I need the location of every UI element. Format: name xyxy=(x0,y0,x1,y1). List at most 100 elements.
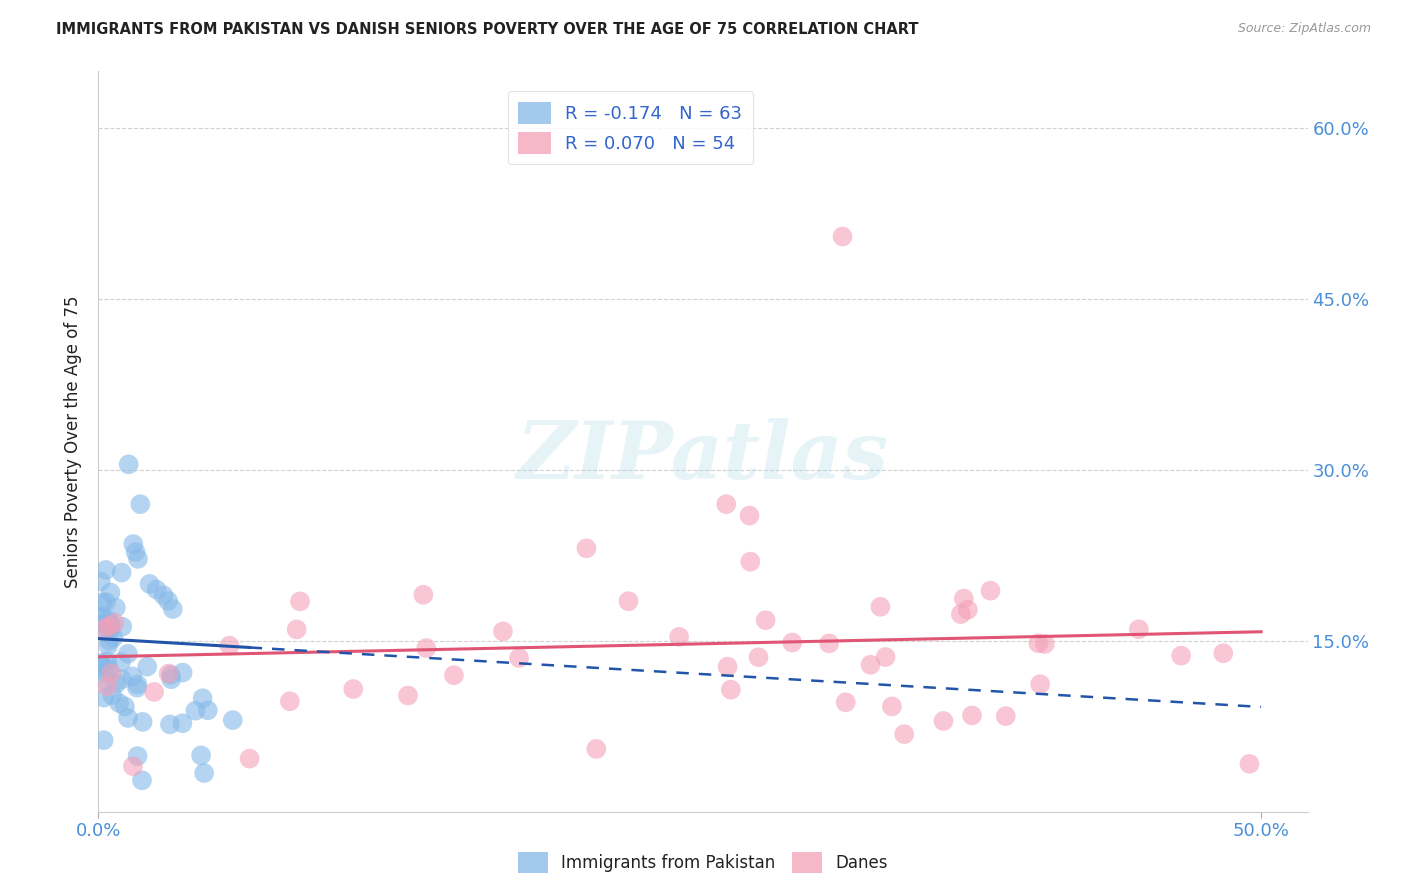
Point xyxy=(831,229,853,244)
Point xyxy=(668,630,690,644)
Point xyxy=(97,639,120,653)
Point xyxy=(93,733,115,747)
Point xyxy=(747,650,769,665)
Point xyxy=(124,545,146,559)
Point xyxy=(90,656,112,670)
Point xyxy=(184,704,207,718)
Point xyxy=(91,609,114,624)
Point xyxy=(1029,677,1052,691)
Point xyxy=(197,703,219,717)
Point xyxy=(585,742,607,756)
Point xyxy=(285,623,308,637)
Legend: R = -0.174   N = 63, R = 0.070   N = 54: R = -0.174 N = 63, R = 0.070 N = 54 xyxy=(508,92,754,164)
Point xyxy=(125,681,148,695)
Point xyxy=(222,713,245,727)
Point xyxy=(157,594,180,608)
Point xyxy=(138,577,160,591)
Point xyxy=(152,588,174,602)
Point xyxy=(90,610,112,624)
Point xyxy=(740,555,762,569)
Point xyxy=(716,659,738,673)
Point xyxy=(492,624,515,639)
Point xyxy=(90,574,112,589)
Point xyxy=(193,766,215,780)
Point xyxy=(110,655,132,669)
Point xyxy=(103,631,125,645)
Point xyxy=(94,595,117,609)
Point xyxy=(127,677,149,691)
Legend: Immigrants from Pakistan, Danes: Immigrants from Pakistan, Danes xyxy=(512,846,894,880)
Point xyxy=(117,711,139,725)
Point xyxy=(162,602,184,616)
Y-axis label: Seniors Poverty Over the Age of 75: Seniors Poverty Over the Age of 75 xyxy=(65,295,83,588)
Point xyxy=(121,669,143,683)
Point xyxy=(1212,646,1234,660)
Point xyxy=(136,659,159,673)
Point xyxy=(994,709,1017,723)
Point xyxy=(105,676,128,690)
Point xyxy=(143,685,166,699)
Point xyxy=(101,688,124,702)
Point xyxy=(93,615,115,630)
Point xyxy=(239,751,262,765)
Point xyxy=(342,681,364,696)
Point xyxy=(122,759,145,773)
Point xyxy=(880,699,903,714)
Text: IMMIGRANTS FROM PAKISTAN VS DANISH SENIORS POVERTY OVER THE AGE OF 75 CORRELATIO: IMMIGRANTS FROM PAKISTAN VS DANISH SENIO… xyxy=(56,22,918,37)
Point xyxy=(288,594,311,608)
Text: Source: ZipAtlas.com: Source: ZipAtlas.com xyxy=(1237,22,1371,36)
Point xyxy=(96,673,118,688)
Point xyxy=(145,582,167,597)
Point xyxy=(780,635,803,649)
Point xyxy=(94,665,117,680)
Point xyxy=(96,654,118,668)
Point xyxy=(617,594,640,608)
Point xyxy=(1239,756,1261,771)
Point xyxy=(508,651,530,665)
Point xyxy=(129,497,152,511)
Point xyxy=(100,619,122,633)
Point xyxy=(716,497,738,511)
Point xyxy=(278,694,301,708)
Point xyxy=(818,636,841,650)
Point xyxy=(111,672,134,686)
Point xyxy=(111,566,134,580)
Point xyxy=(100,666,122,681)
Point xyxy=(443,668,465,682)
Point xyxy=(93,690,115,705)
Point xyxy=(1026,636,1049,650)
Point xyxy=(575,541,598,556)
Point xyxy=(117,647,139,661)
Point xyxy=(859,657,882,672)
Point xyxy=(218,639,240,653)
Point xyxy=(96,679,118,693)
Point xyxy=(98,619,121,633)
Point xyxy=(104,600,127,615)
Point xyxy=(952,591,974,606)
Text: ZIPatlas: ZIPatlas xyxy=(517,417,889,495)
Point xyxy=(1128,622,1150,636)
Point xyxy=(738,508,761,523)
Point xyxy=(98,662,121,676)
Point xyxy=(932,714,955,728)
Point xyxy=(415,641,437,656)
Point xyxy=(111,620,134,634)
Point xyxy=(98,633,121,648)
Point xyxy=(956,603,979,617)
Point xyxy=(172,716,194,731)
Point xyxy=(160,672,183,686)
Point xyxy=(1033,637,1056,651)
Point xyxy=(127,552,149,566)
Point xyxy=(94,624,117,639)
Point xyxy=(91,658,114,673)
Point xyxy=(190,748,212,763)
Point xyxy=(97,616,120,631)
Point xyxy=(93,622,115,636)
Point xyxy=(949,607,972,621)
Point xyxy=(100,585,122,599)
Point xyxy=(191,691,214,706)
Point xyxy=(131,773,153,788)
Point xyxy=(127,749,149,764)
Point xyxy=(159,668,181,682)
Point xyxy=(869,599,891,614)
